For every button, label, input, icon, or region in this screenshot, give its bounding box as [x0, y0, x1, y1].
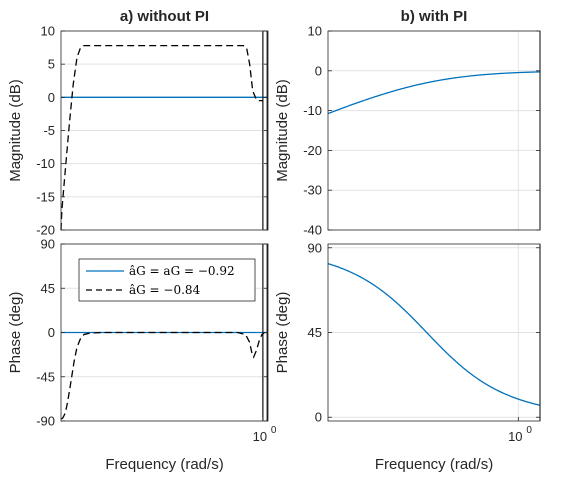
y-tick-label: -45: [36, 369, 55, 384]
y-tick-label: -15: [36, 189, 55, 204]
y-axis-label: Phase (deg): [7, 292, 24, 374]
chart-title: a) without PI: [120, 8, 209, 25]
series-line-black-dashed: [60, 331, 266, 420]
y-tick-label: 90: [41, 237, 55, 252]
y-tick-label: 10: [41, 24, 55, 39]
y-tick-label: -20: [36, 223, 55, 238]
y-tick-label: -10: [36, 156, 55, 171]
y-tick-label: 10: [308, 24, 322, 39]
legend: âG = aG = −0.92 âG = −0.84: [78, 258, 256, 302]
y-tick-label: -20: [303, 143, 322, 158]
y-tick-label: -10: [303, 103, 322, 118]
plot-a-magnitude: -20 -15 -10 -5 0 5 10 a) without PI Magnitude (d…: [7, 8, 269, 238]
y-tick-label: 5: [48, 57, 55, 72]
y-axis-label: Magnitude (dB): [7, 79, 24, 182]
legend-box: [78, 258, 256, 302]
plot-area: [328, 31, 540, 230]
plot-b-phase: 0 45 90 Phase (deg) 10 0 Frequency (rad/s): [274, 240, 541, 473]
series-line-black-dashed: [60, 44, 263, 231]
y-tick-label: -90: [36, 414, 55, 429]
y-axis-label: Magnitude (dB): [274, 79, 291, 182]
series-line-blue: [327, 262, 541, 406]
y-tick-label: -40: [303, 223, 322, 238]
x-tick-exponent: 0: [271, 425, 277, 436]
y-tick-label: 0: [48, 325, 55, 340]
y-tick-label: -5: [43, 123, 55, 138]
x-tick-label: 10: [253, 429, 267, 444]
x-tick-exponent: 0: [526, 425, 532, 436]
plot-b-magnitude: -40 -30 -20 -10 0 10 b) with PI Magnitude (dB): [274, 8, 541, 238]
x-tick-label: 10: [508, 429, 522, 444]
y-tick-label: 0: [48, 90, 55, 105]
legend-label-black: âG = −0.84: [129, 283, 201, 297]
y-tick-label: 90: [308, 240, 322, 255]
chart-title: b) with PI: [401, 8, 468, 25]
x-axis-label: Frequency (rad/s): [375, 456, 493, 473]
y-tick-label: 0: [315, 63, 322, 78]
y-tick-label: 45: [308, 325, 322, 340]
axes-box: [327, 30, 541, 231]
y-axis-label: Phase (deg): [274, 292, 291, 374]
legend-label-blue: âG = aG = −0.92: [129, 264, 235, 278]
y-tick-label: 0: [315, 410, 322, 425]
y-tick-label: -30: [303, 183, 322, 198]
x-axis-label: Frequency (rad/s): [105, 456, 223, 473]
y-tick-label: 45: [41, 281, 55, 296]
series-line-blue: [327, 71, 541, 115]
